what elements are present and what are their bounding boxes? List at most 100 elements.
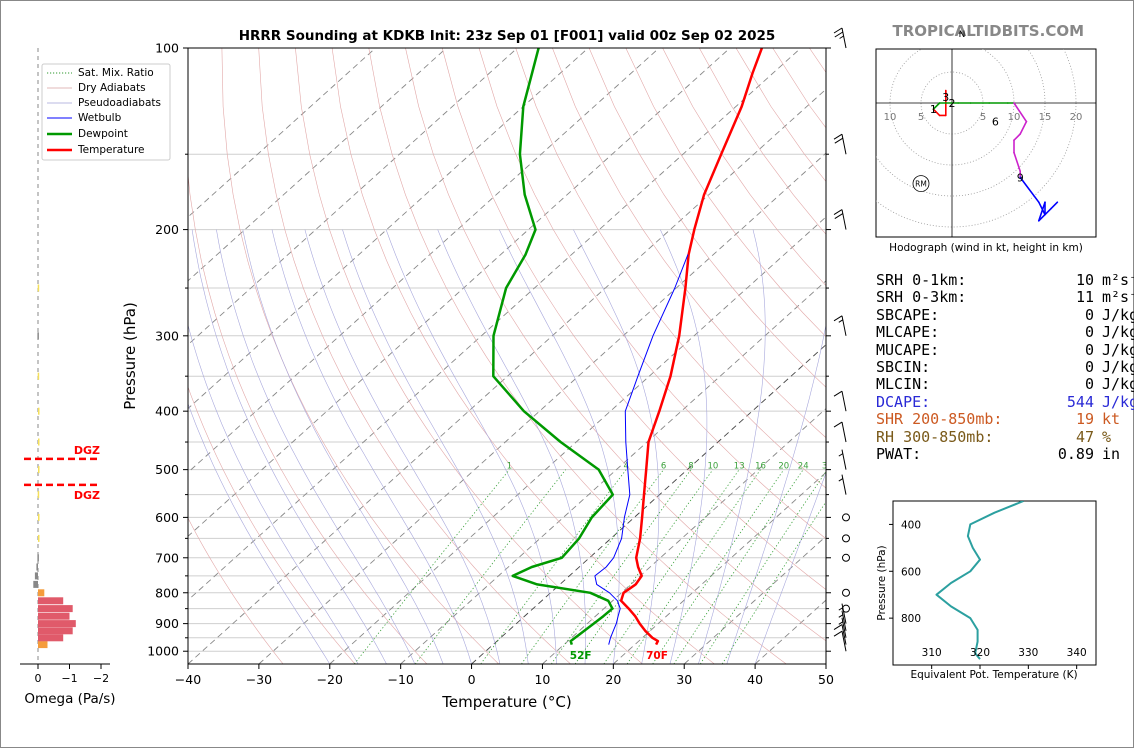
- dry-adiabat: [295, 48, 643, 664]
- index-value: 19: [1075, 410, 1094, 429]
- mixing-ratio-line: [626, 469, 761, 664]
- x-tick-label: −10: [387, 672, 413, 687]
- index-row: MLCIN: 0 J/kg: [876, 376, 1134, 394]
- dry-adiabat: [221, 48, 499, 664]
- hodograph-segment: [1038, 201, 1046, 222]
- index-value: 0: [1084, 340, 1094, 359]
- dry-adiabat: [552, 48, 826, 439]
- y-tick-label: 600: [155, 510, 179, 525]
- index-label: SBCIN:: [876, 358, 931, 377]
- omega-bar: [34, 572, 38, 580]
- skewt-xlabel: Temperature (°C): [441, 693, 571, 711]
- index-value: 0: [1084, 358, 1094, 377]
- dry-adiabat: [368, 48, 787, 664]
- calm-wind-circle: [842, 604, 850, 613]
- wind-barb-flag: [833, 630, 843, 637]
- wind-barb-staff: [841, 421, 847, 443]
- mixing-ratio-label: 30: [822, 462, 833, 472]
- index-row: SBCAPE: 0 J/kg: [876, 306, 1134, 324]
- mixing-ratio-line: [480, 469, 627, 664]
- omega-bar: [36, 563, 38, 571]
- x-tick-label: 40: [747, 672, 763, 687]
- mixing-ratio-label: 16: [755, 462, 766, 472]
- legend-label-dewpoint: Dewpoint: [78, 128, 128, 140]
- y-tick-label: 900: [155, 616, 179, 631]
- moist-adiabat: [342, 229, 529, 664]
- index-row: SRH 0-1km: 10 m²s⁻²: [876, 271, 1134, 289]
- omega-panel: DGZ DGZ 0 −1 −2: [20, 48, 110, 685]
- x-tick-label: −20: [317, 672, 343, 687]
- theta-e-x-tick-label: 310: [922, 647, 942, 659]
- theta-e-plot: [935, 501, 1024, 660]
- hodograph-ring-label-left: 5: [918, 112, 924, 123]
- dry-adiabat: [258, 48, 571, 664]
- index-label: RH 300-850mb:: [876, 427, 994, 446]
- legend-label-moist: Pseudoadiabats: [78, 97, 161, 109]
- y-tick-label: 1000: [147, 644, 179, 659]
- index-label: MUCAPE:: [876, 340, 940, 359]
- skewt-series: 1 4 6 8 10 13 16 20 24 30 36 70F 52F: [492, 48, 833, 662]
- isotherm-line: [188, 48, 731, 537]
- mixing-ratio-line: [673, 469, 804, 664]
- dry-adiabat: [441, 48, 826, 590]
- dry-adiabat: [188, 386, 356, 664]
- series-dewpoint: [492, 48, 615, 645]
- hodograph-frame: [875, 48, 1097, 238]
- hodograph-segment: [1013, 133, 1022, 141]
- mixing-ratio-label: 13: [734, 462, 745, 472]
- x-tick-label: −40: [175, 672, 201, 687]
- isotherm-line: [188, 48, 660, 474]
- moist-adiabat: [754, 472, 826, 664]
- omega-tick-label: −1: [61, 672, 77, 685]
- index-unit: m²s⁻²: [1102, 288, 1134, 307]
- theta-e-x-tick-label: 320: [970, 647, 990, 659]
- index-value: 10: [1075, 271, 1094, 289]
- wind-barb-flag: [833, 624, 843, 631]
- wind-barb-staff: [841, 610, 847, 631]
- series-temperature: [619, 48, 764, 646]
- y-tick-label: 300: [155, 328, 179, 343]
- omega-bar: [38, 438, 40, 446]
- dry-adiabat: [188, 171, 428, 664]
- omega-bar: [37, 332, 39, 340]
- hodograph-segment: [1038, 201, 1046, 216]
- omega-bar: [38, 605, 73, 613]
- storm-motion-marker: [912, 175, 930, 193]
- hodograph-segment: [1013, 151, 1022, 172]
- theta-e-ylabel: Pressure (hPa): [876, 545, 888, 620]
- index-label: SRH 0-3km:: [876, 288, 967, 307]
- mixing-ratio-line: [652, 469, 785, 664]
- mixing-ratio-line: [574, 469, 714, 664]
- hodograph-segment: [1050, 201, 1059, 210]
- moist-adiabat: [304, 229, 501, 664]
- index-unit: kt: [1102, 410, 1121, 429]
- moist-adiabat: [698, 229, 766, 664]
- hodograph-segment: [932, 108, 941, 117]
- omega-bar: [37, 372, 40, 380]
- omega-tick-label: 0: [35, 672, 42, 685]
- theta-e-panel: 310 320 330 340 400 600 800: [889, 500, 1097, 669]
- index-unit: J/kg: [1102, 392, 1134, 411]
- calm-wind-circle: [842, 553, 850, 562]
- omega-bar: [38, 513, 40, 521]
- legend-label-temperature: Temperature: [77, 144, 145, 156]
- wind-barb-staff: [841, 474, 847, 495]
- omega-bar: [38, 641, 48, 649]
- isotherm-line: [471, 344, 826, 664]
- y-tick-label: 100: [155, 41, 179, 56]
- index-label: SRH 0-1km:: [876, 271, 967, 289]
- x-tick-label: 50: [818, 672, 834, 687]
- mixing-ratio-label: 10: [707, 462, 718, 472]
- wind-barb-flag: [833, 421, 843, 428]
- surface-temp-label: 70F: [646, 650, 668, 662]
- index-unit: m²s⁻²: [1102, 271, 1134, 289]
- moist-adiabat: [437, 229, 586, 664]
- index-value: 47: [1075, 427, 1094, 446]
- index-unit: J/kg: [1102, 358, 1134, 377]
- x-tick-label: 20: [605, 672, 621, 687]
- hodograph-segment: [1013, 102, 1028, 123]
- wind-barb-flag: [833, 390, 843, 397]
